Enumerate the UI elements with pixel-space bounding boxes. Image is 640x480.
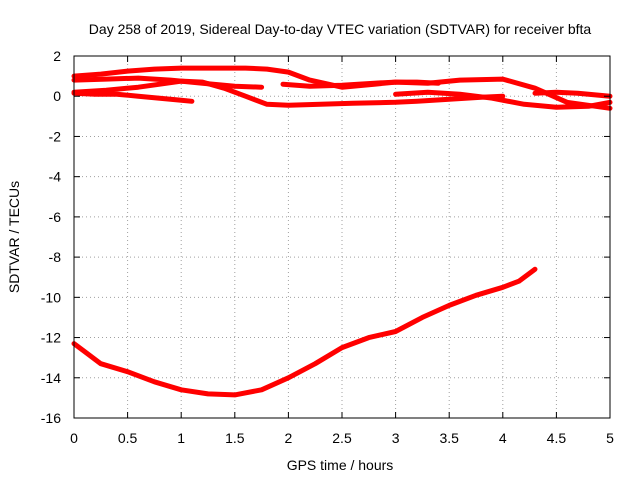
series-line-sat-c bbox=[71, 78, 506, 108]
x-tick-label: 1.5 bbox=[225, 430, 245, 446]
y-tick-label: 2 bbox=[53, 48, 61, 64]
y-tick-label: -12 bbox=[41, 330, 61, 346]
series-line-sat-a bbox=[71, 65, 613, 111]
series-line-sat-e bbox=[280, 79, 441, 89]
series-line-sat-d bbox=[71, 90, 195, 104]
x-tick-label: 4.5 bbox=[547, 430, 567, 446]
x-tick-label: 2 bbox=[285, 430, 293, 446]
y-tick-label: -8 bbox=[49, 249, 62, 265]
series-layer bbox=[71, 65, 613, 398]
axis-ticks bbox=[73, 55, 611, 419]
y-tick-label: -4 bbox=[49, 169, 62, 185]
y-axis-label: SDTVAR / TECUs bbox=[6, 181, 22, 293]
x-tick-label: 5 bbox=[606, 430, 614, 446]
x-axis-label: GPS time / hours bbox=[287, 457, 394, 473]
x-tick-label: 1 bbox=[177, 430, 185, 446]
y-tick-label: -10 bbox=[41, 289, 61, 305]
x-tick-label: 3.5 bbox=[439, 430, 459, 446]
y-tick-label: -6 bbox=[49, 209, 62, 225]
x-tick-label: 2.5 bbox=[332, 430, 352, 446]
series-line-sat-g bbox=[532, 89, 613, 99]
grid-lines bbox=[74, 56, 610, 418]
series-line-sat-b bbox=[71, 75, 265, 90]
x-tick-label: 4 bbox=[499, 430, 507, 446]
y-tick-label: -2 bbox=[49, 128, 62, 144]
chart-title: Day 258 of 2019, Sidereal Day-to-day VTE… bbox=[89, 21, 592, 37]
x-tick-label: 0 bbox=[70, 430, 78, 446]
x-tick-labels: 0 0.5 1 1.5 2 2.5 3 3.5 4 4.5 5 bbox=[70, 430, 614, 446]
y-tick-label: -14 bbox=[41, 370, 61, 386]
y-tick-labels: -16 -14 -12 -10 -8 -6 -4 -2 0 2 bbox=[41, 48, 61, 426]
series-line-sat-f bbox=[393, 89, 613, 110]
y-tick-label: -16 bbox=[41, 410, 61, 426]
x-tick-label: 3 bbox=[392, 430, 400, 446]
y-tick-label: 0 bbox=[53, 88, 61, 104]
x-tick-label: 0.5 bbox=[118, 430, 138, 446]
series-line-sat-h bbox=[71, 266, 538, 398]
